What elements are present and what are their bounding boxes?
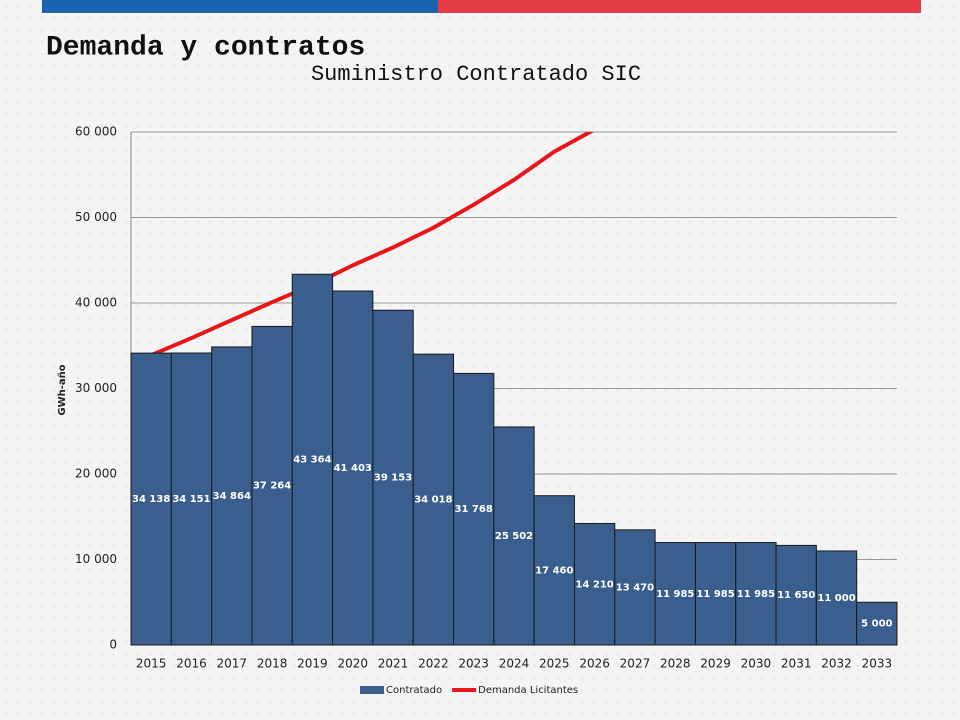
x-tick-label: 2025 (539, 657, 570, 671)
bar-value-label: 34 864 (213, 491, 251, 502)
x-tick-label: 2028 (660, 657, 691, 671)
bar-value-label: 43 364 (293, 455, 331, 466)
bar-value-label: 39 153 (374, 473, 412, 484)
x-tick-label: 2022 (418, 657, 449, 671)
bar (614, 529, 656, 646)
bar-value-label: 25 502 (495, 531, 533, 542)
bar (211, 346, 253, 646)
bar (291, 273, 334, 646)
bar-value-label: 37 264 (253, 481, 291, 492)
chart-title: Suministro Contratado SIC (311, 62, 641, 87)
y-tick-label: 40 000 (75, 296, 117, 310)
x-tick-label: 2031 (781, 657, 812, 671)
x-tick-label: 2030 (741, 657, 772, 671)
x-tick-label: 2020 (337, 657, 368, 671)
line-series (150, 132, 595, 357)
y-tick-label: 0 (109, 638, 117, 652)
x-tick-label: 2032 (821, 657, 852, 671)
legend-label: Demanda Licitantes (478, 685, 578, 696)
bar-value-label: 34 018 (414, 495, 452, 506)
bar-value-label: 34 151 (172, 494, 210, 505)
bar-value-label: 11 985 (737, 589, 775, 600)
bar (815, 550, 858, 646)
bar (573, 523, 616, 646)
bar-value-label: 5 000 (861, 619, 892, 630)
bar (130, 352, 172, 646)
x-tick-label: 2023 (458, 657, 489, 671)
x-tick-label: 2019 (297, 657, 328, 671)
bar-value-label: 34 138 (132, 494, 170, 505)
bar-value-label: 11 650 (777, 590, 815, 601)
bar (493, 426, 535, 646)
bar (775, 544, 817, 646)
x-tick-label: 2029 (700, 657, 731, 671)
bar (412, 353, 455, 646)
bar-value-label: 11 985 (696, 589, 734, 600)
x-tick-label: 2021 (378, 657, 409, 671)
bar-value-label: 31 768 (455, 504, 493, 515)
top-stripe-blue (42, 0, 438, 13)
y-axis-label: GWh-año (57, 364, 68, 415)
bar (332, 290, 374, 646)
y-tick-label: 60 000 (75, 125, 117, 139)
x-tick-label: 2027 (620, 657, 651, 671)
y-tick-label: 10 000 (75, 552, 117, 566)
bar (453, 372, 495, 646)
legend-label: Contratado (386, 685, 442, 696)
bar (251, 325, 293, 646)
page-title: Demanda y contratos (46, 32, 365, 63)
x-tick-label: 2033 (862, 657, 893, 671)
bar (694, 542, 737, 646)
bar (654, 542, 696, 646)
x-tick-label: 2017 (217, 657, 248, 671)
top-stripe-red (438, 0, 921, 13)
x-tick-label: 2016 (176, 657, 207, 671)
bar-value-label: 14 210 (575, 579, 613, 590)
x-tick-label: 2018 (257, 657, 288, 671)
bar (533, 495, 575, 646)
x-tick-label: 2015 (136, 657, 167, 671)
legend-swatch (360, 686, 384, 694)
bar (372, 309, 414, 646)
x-tick-label: 2026 (579, 657, 610, 671)
plot-area (150, 132, 595, 357)
bar-value-label: 13 470 (616, 582, 654, 593)
y-tick-label: 30 000 (75, 381, 117, 395)
bar (856, 601, 898, 646)
y-tick-label: 20 000 (75, 467, 117, 481)
bar-value-label: 11 985 (656, 589, 694, 600)
bar-value-label: 17 460 (535, 565, 573, 576)
bar-value-label: 41 403 (334, 463, 372, 474)
bar-value-label: 11 000 (817, 593, 855, 604)
x-tick-label: 2024 (499, 657, 530, 671)
y-tick-label: 50 000 (75, 210, 117, 224)
